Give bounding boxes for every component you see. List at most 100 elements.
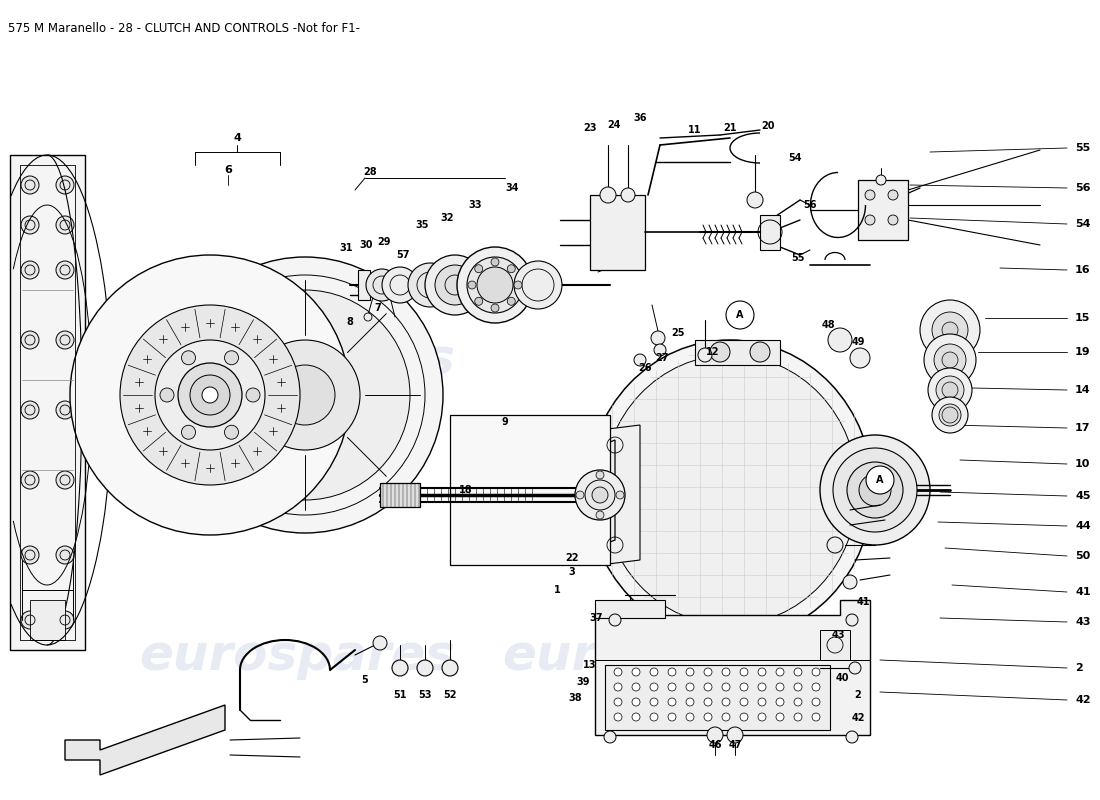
Text: 8: 8: [346, 317, 353, 327]
Circle shape: [596, 471, 604, 479]
Polygon shape: [65, 705, 226, 775]
Text: eurospares: eurospares: [139, 336, 455, 384]
Text: 36: 36: [634, 113, 647, 123]
Circle shape: [794, 713, 802, 721]
Circle shape: [650, 698, 658, 706]
Circle shape: [812, 683, 820, 691]
Text: 51: 51: [394, 690, 407, 700]
Circle shape: [434, 265, 475, 305]
Circle shape: [876, 175, 886, 185]
Polygon shape: [379, 483, 420, 507]
Circle shape: [596, 511, 604, 519]
Text: 3: 3: [569, 567, 575, 577]
Circle shape: [202, 387, 218, 403]
Circle shape: [812, 668, 820, 676]
Circle shape: [776, 683, 784, 691]
Text: 13: 13: [583, 660, 596, 670]
Circle shape: [160, 388, 174, 402]
Circle shape: [820, 435, 930, 545]
Circle shape: [21, 611, 38, 629]
Circle shape: [56, 546, 74, 564]
Ellipse shape: [587, 340, 872, 640]
Circle shape: [812, 698, 820, 706]
Circle shape: [21, 176, 38, 194]
Text: 54: 54: [789, 153, 802, 163]
Circle shape: [924, 334, 976, 386]
Circle shape: [654, 344, 666, 356]
Polygon shape: [605, 665, 830, 730]
Circle shape: [507, 265, 515, 273]
Polygon shape: [858, 180, 907, 240]
Text: 24: 24: [607, 120, 620, 130]
Circle shape: [491, 304, 499, 312]
Text: 14: 14: [1075, 385, 1090, 395]
Circle shape: [865, 215, 874, 225]
Circle shape: [827, 537, 843, 553]
Circle shape: [468, 281, 476, 289]
Text: 22: 22: [565, 553, 579, 563]
Circle shape: [475, 265, 483, 273]
Circle shape: [920, 300, 980, 360]
Circle shape: [614, 668, 622, 676]
Circle shape: [833, 448, 917, 532]
Circle shape: [794, 698, 802, 706]
Circle shape: [585, 480, 615, 510]
Circle shape: [275, 365, 336, 425]
Circle shape: [592, 487, 608, 503]
Circle shape: [408, 263, 452, 307]
Circle shape: [942, 352, 958, 368]
Circle shape: [704, 698, 712, 706]
Text: 17: 17: [1075, 423, 1090, 433]
Text: 57: 57: [396, 250, 409, 260]
Circle shape: [846, 614, 858, 626]
Circle shape: [850, 348, 870, 368]
Circle shape: [859, 474, 891, 506]
Circle shape: [928, 368, 972, 412]
Circle shape: [934, 344, 966, 376]
Circle shape: [740, 698, 748, 706]
Polygon shape: [410, 275, 418, 295]
Text: 54: 54: [1075, 219, 1090, 229]
Circle shape: [686, 698, 694, 706]
Circle shape: [614, 683, 622, 691]
Circle shape: [828, 328, 852, 352]
Circle shape: [456, 247, 534, 323]
Circle shape: [776, 668, 784, 676]
Text: 56: 56: [1075, 183, 1090, 193]
Text: 53: 53: [418, 690, 431, 700]
Circle shape: [425, 255, 485, 315]
Circle shape: [621, 188, 635, 202]
Text: A: A: [877, 475, 883, 485]
Circle shape: [942, 382, 958, 398]
Text: 5: 5: [362, 675, 369, 685]
Text: 31: 31: [339, 243, 353, 253]
Text: 575 M Maranello - 28 - CLUTCH AND CONTROLS -Not for F1-: 575 M Maranello - 28 - CLUTCH AND CONTRO…: [8, 22, 360, 35]
Circle shape: [250, 340, 360, 450]
Circle shape: [442, 660, 458, 676]
Text: 38: 38: [569, 693, 582, 703]
Circle shape: [364, 313, 372, 321]
Circle shape: [847, 462, 903, 518]
Circle shape: [722, 668, 730, 676]
Circle shape: [698, 348, 712, 362]
Text: 20: 20: [761, 121, 774, 131]
Circle shape: [776, 713, 784, 721]
Text: 21: 21: [724, 123, 737, 133]
Circle shape: [668, 668, 676, 676]
Text: 30: 30: [360, 240, 373, 250]
Text: 2: 2: [855, 690, 861, 700]
Circle shape: [56, 216, 74, 234]
Text: 11: 11: [689, 125, 702, 135]
Text: 41: 41: [856, 597, 870, 607]
Circle shape: [758, 668, 766, 676]
Circle shape: [366, 269, 398, 301]
Circle shape: [576, 491, 584, 499]
Polygon shape: [590, 195, 645, 270]
Circle shape: [182, 350, 196, 365]
Text: eurospares: eurospares: [502, 632, 818, 680]
Circle shape: [650, 713, 658, 721]
Circle shape: [740, 713, 748, 721]
Text: 27: 27: [656, 353, 669, 363]
Circle shape: [600, 187, 616, 203]
Text: 15: 15: [1075, 313, 1090, 323]
